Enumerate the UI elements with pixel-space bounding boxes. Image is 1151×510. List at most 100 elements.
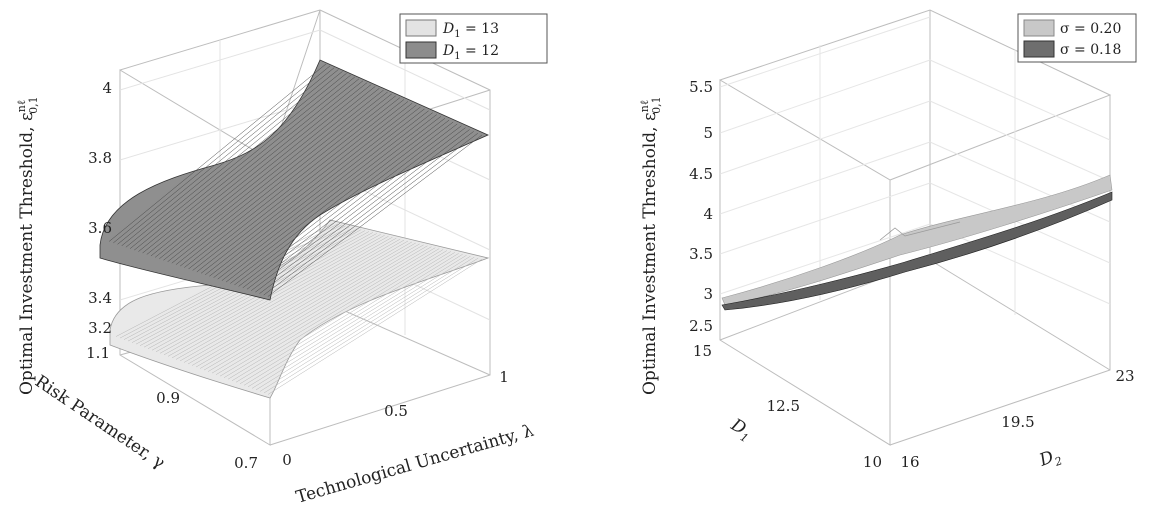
mesh-line: [255, 255, 471, 391]
mesh-line: [113, 65, 331, 244]
legend-swatch-dark: [405, 41, 437, 59]
z-tick: 4: [703, 205, 713, 223]
z-tick: 4: [102, 79, 112, 97]
mesh-line: [200, 104, 417, 274]
legend-swatch-dark: [1023, 40, 1055, 58]
mesh-line: [230, 118, 446, 284]
mesh-line: [195, 241, 413, 368]
mesh-line: [227, 249, 444, 380]
lambda-tick: 1: [499, 368, 509, 386]
surface-sigma-018: [721, 191, 1113, 311]
mesh-line: [163, 88, 380, 261]
legend-swatch-light: [405, 19, 437, 37]
mesh-line: [219, 247, 436, 377]
lambda-tick: 0: [282, 451, 292, 469]
d1-tick: 10: [863, 453, 882, 471]
mesh-line: [247, 254, 463, 388]
mesh-line: [146, 80, 364, 255]
y-axis-label: Optimal Investment Threshold, εnℓ0,1: [638, 96, 663, 395]
axis-box: [719, 9, 1112, 446]
mesh-line: [203, 243, 420, 371]
mesh-line: [129, 73, 347, 249]
mesh-line: [238, 121, 454, 287]
legend: D1 = 13 D1 = 12: [399, 13, 548, 64]
mesh-line: [215, 246, 432, 375]
surface-d1-12: [99, 59, 489, 301]
mesh-line: [121, 69, 339, 246]
mesh-line: [183, 238, 401, 363]
mesh-line: [187, 239, 405, 365]
z-tick: 3.6: [88, 219, 112, 237]
d2-axis-label: D2: [1036, 445, 1064, 474]
d1-tick: 15: [693, 342, 712, 360]
z-tick: 3.4: [88, 289, 112, 307]
mesh-line: [134, 74, 351, 251]
d2-tick-labels: 16 19.5 23: [900, 367, 1134, 471]
mesh-line: [239, 252, 455, 385]
mesh-line: [234, 119, 450, 286]
z-tick: 3.5: [689, 245, 713, 263]
mesh-line: [109, 63, 327, 242]
mesh-line: [125, 71, 343, 248]
legend-entry: D1 = 13: [442, 21, 499, 40]
mesh-line: [207, 244, 424, 372]
mesh-line: [167, 89, 384, 262]
z-tick: 5: [703, 124, 713, 142]
lambda-tick: 0.5: [384, 402, 408, 420]
legend-entry: D1 = 12: [442, 43, 499, 62]
gamma-tick: 0.7: [234, 454, 258, 472]
z-tick: 2.5: [689, 317, 713, 335]
mesh-line: [242, 123, 458, 289]
gamma-tick: 1.1: [86, 344, 110, 362]
d1-axis-label: D1: [725, 415, 755, 446]
mesh-line: [263, 133, 478, 296]
mesh-line: [192, 101, 409, 271]
legend: σ = 0.20 σ = 0.18: [1017, 13, 1137, 63]
z-tick-labels: 5.5 5 4.5 4 3.5 3 2.5: [689, 78, 713, 335]
gamma-tick: 0.9: [156, 389, 180, 407]
legend-entry: σ = 0.20: [1060, 21, 1121, 37]
z-tick: 5.5: [689, 78, 713, 96]
z-tick: 3.8: [88, 149, 112, 167]
mesh-line: [263, 257, 479, 394]
mesh-line: [209, 108, 425, 277]
legend-entry: σ = 0.18: [1060, 42, 1121, 58]
mesh-line: [243, 253, 459, 386]
mesh-line: [171, 236, 389, 359]
mesh-line: [231, 250, 448, 381]
mesh-line: [235, 251, 452, 383]
mesh-line: [267, 134, 483, 297]
z-tick: 4.5: [689, 165, 713, 183]
lambda-axis-label: Technological Uncertainty, λ: [294, 421, 537, 508]
mesh-line: [259, 256, 475, 392]
mesh-line: [142, 78, 360, 254]
mesh-line: [225, 116, 442, 283]
mesh-line: [163, 234, 381, 356]
z-tick: 3.2: [88, 319, 112, 337]
mesh-line: [154, 84, 372, 258]
mesh-line: [175, 93, 392, 265]
mesh-line: [199, 242, 416, 369]
mesh-line: [167, 235, 385, 357]
mesh-line: [221, 114, 437, 281]
mesh-line: [150, 82, 368, 257]
mesh-line: [217, 112, 433, 280]
d1-tick: 12.5: [767, 397, 800, 415]
d1-tick-labels: 15 12.5 10: [693, 342, 882, 471]
lambda-tick-labels: 0 0.5 1: [282, 368, 509, 469]
mesh-line: [179, 237, 397, 362]
mesh-line: [205, 106, 421, 275]
mesh-line: [213, 110, 429, 278]
z-tick-labels: 4 3.8 3.6 3.4 3.2: [88, 79, 112, 337]
z-tick: 3: [703, 285, 713, 303]
mesh-line: [175, 236, 393, 360]
mesh-line: [211, 245, 428, 374]
mesh-line: [259, 131, 474, 294]
grid-lines: [719, 16, 1111, 315]
gamma-axis-label: Risk Parameter, γ: [31, 372, 168, 474]
mesh-line: [171, 91, 388, 264]
mesh-line: [196, 103, 413, 273]
mesh-line: [246, 125, 462, 290]
legend-swatch-light: [1023, 19, 1055, 37]
